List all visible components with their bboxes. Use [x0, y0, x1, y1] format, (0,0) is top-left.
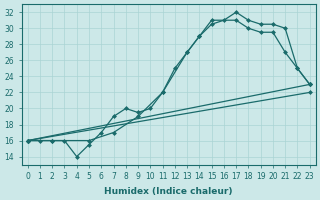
X-axis label: Humidex (Indice chaleur): Humidex (Indice chaleur)	[104, 187, 233, 196]
